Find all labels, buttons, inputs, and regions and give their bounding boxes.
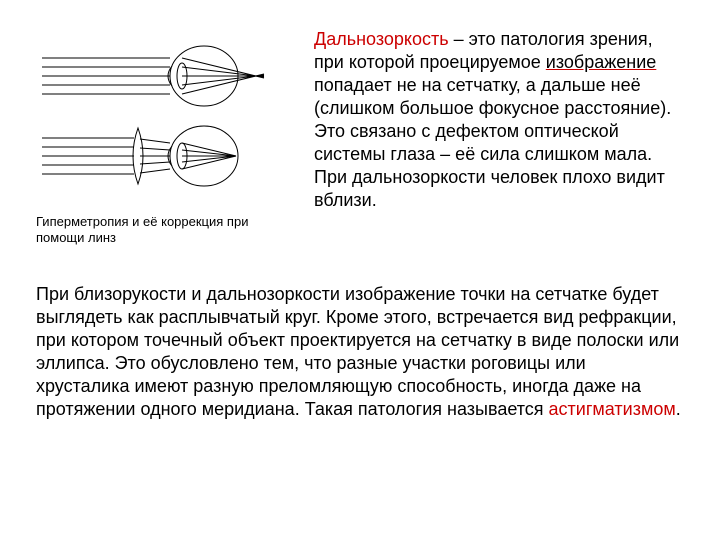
top-paragraph: Дальнозоркость – это патология зрения, п… xyxy=(314,28,684,212)
figure-column: Гиперметропия и её коррекция при помощи … xyxy=(36,28,296,247)
term-hyperopia: Дальнозоркость xyxy=(314,29,449,49)
top-row: Гиперметропия и её коррекция при помощи … xyxy=(36,28,684,247)
bottom-text-2: . xyxy=(676,399,681,419)
term-astigmatism: астигматизмом xyxy=(549,399,676,419)
bottom-paragraph: При близорукости и дальнозоркости изобра… xyxy=(36,283,684,421)
top-text-2: попадает не на сетчатку, а дальше неё (с… xyxy=(314,75,671,210)
figure-caption: Гиперметропия и её коррекция при помощи … xyxy=(36,214,296,247)
hyperopia-diagram xyxy=(36,28,276,208)
underlined-word: изображение xyxy=(546,52,657,72)
